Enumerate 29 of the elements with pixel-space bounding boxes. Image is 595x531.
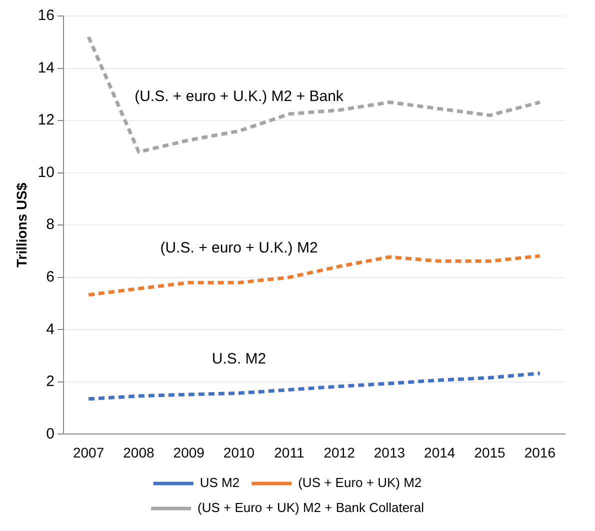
y-tick-label: 10: [38, 164, 54, 181]
line-series: [86, 254, 542, 297]
legend-label: (US + Euro + UK) M2: [298, 475, 422, 490]
y-tick-label: 4: [46, 320, 54, 338]
annotation: (U.S. + euro + U.K.) M2: [160, 240, 318, 257]
x-tick-label: 2008: [123, 444, 154, 460]
line-series: [86, 35, 542, 154]
x-tick-label: 2011: [274, 444, 304, 460]
x-tick-label: 2016: [524, 444, 556, 460]
x-tick-label: 2014: [424, 444, 456, 460]
x-tick-label: 2010: [223, 444, 255, 460]
legend-label: US M2: [200, 475, 240, 490]
y-tick-label: 12: [38, 112, 54, 129]
y-tick-label: 8: [46, 216, 54, 234]
line-series: [86, 372, 542, 401]
y-tick-label: 0: [46, 425, 54, 442]
x-tick-label: 2013: [374, 444, 406, 460]
x-tick-label: 2007: [72, 444, 104, 460]
legend-label: (US + Euro + UK) M2 + Bank Collateral: [197, 500, 424, 516]
y-tick-label: 2: [46, 373, 54, 390]
y-tick-label: 16: [38, 7, 54, 24]
x-tick-label: 2012: [324, 444, 356, 460]
annotation: (U.S. + euro + U.K.) M2 + Bank: [134, 88, 344, 106]
y-tick-label: 14: [38, 59, 54, 76]
annotation: U.S. M2: [212, 350, 266, 368]
y-axis-title: Trillions US$: [13, 182, 30, 268]
x-tick-label: 2015: [474, 444, 506, 460]
x-tick-label: 2009: [173, 444, 205, 460]
y-tick-label: 6: [46, 268, 54, 286]
